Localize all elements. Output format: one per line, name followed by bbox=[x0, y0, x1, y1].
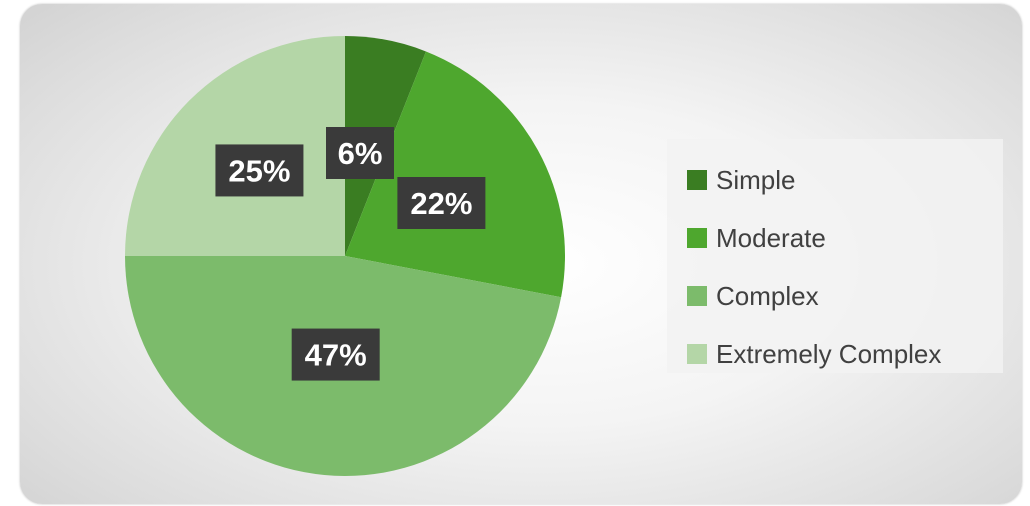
data-label-text-moderate: 22% bbox=[410, 186, 472, 221]
data-label-box-complex bbox=[291, 328, 380, 381]
legend-swatch-complex bbox=[687, 286, 707, 306]
legend-swatch-extremely-complex bbox=[687, 344, 707, 364]
pie-slices bbox=[125, 36, 565, 476]
legend-swatch-simple bbox=[687, 170, 707, 190]
data-label-text-simple: 6% bbox=[338, 136, 383, 171]
legend-item-extremely-complex[interactable]: Extremely Complex bbox=[687, 325, 1003, 383]
data-label-moderate: 22% bbox=[397, 177, 486, 230]
legend-item-simple[interactable]: Simple bbox=[687, 151, 1003, 209]
chart-card: 6% 22% 47% 25% Simple Moderate Complex Extr… bbox=[20, 4, 1022, 504]
data-label-box-moderate bbox=[397, 177, 486, 230]
pie-slice-moderate[interactable] bbox=[345, 51, 565, 298]
data-label-text-complex: 47% bbox=[305, 338, 367, 373]
legend-swatch-moderate bbox=[687, 228, 707, 248]
pie-data-labels: 6% 22% 47% 25% bbox=[215, 127, 486, 381]
pie-chart: 6% 22% 47% 25% bbox=[125, 36, 565, 476]
data-label-box-simple bbox=[326, 127, 394, 179]
data-label-text-extremely-complex: 25% bbox=[228, 153, 290, 188]
legend: Simple Moderate Complex Extremely Comple… bbox=[667, 139, 1003, 373]
data-label-extremely-complex: 25% bbox=[215, 144, 304, 197]
data-label-simple: 6% bbox=[326, 127, 394, 179]
legend-item-moderate[interactable]: Moderate bbox=[687, 209, 1003, 267]
legend-label-complex: Complex bbox=[716, 280, 819, 311]
legend-item-complex[interactable]: Complex bbox=[687, 267, 1003, 325]
legend-label-simple: Simple bbox=[716, 164, 796, 195]
data-label-box-extremely-complex bbox=[215, 144, 304, 197]
legend-label-extremely-complex: Extremely Complex bbox=[716, 338, 942, 369]
legend-label-moderate: Moderate bbox=[716, 222, 826, 253]
data-label-complex: 47% bbox=[291, 328, 380, 381]
